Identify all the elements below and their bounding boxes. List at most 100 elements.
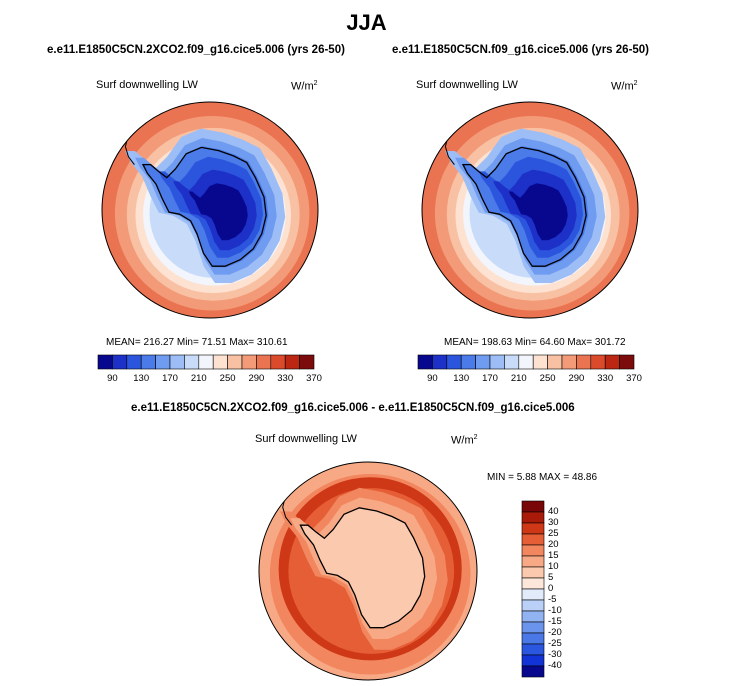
colorbar-swatch-14 [299,354,315,370]
antarctica-coastline [299,507,426,629]
colorbar-swatch-12 [270,354,286,370]
field-layers [259,462,477,680]
colorbar-swatch-15 [521,665,545,678]
panel1-case-title: e.e11.E1850C5CN.2XCO2.f09_g16.cice5.006 … [47,44,345,56]
colorbar-swatch-13 [521,643,545,656]
colorbar-swatch-0 [521,500,545,513]
colorbar-tick-label: -10 [548,605,562,616]
panel2-units: W/m2 [611,80,638,93]
colorbar-swatch-4 [521,544,545,557]
colorbar-tick-label: 25 [548,528,559,539]
panel2-polar-map [421,101,639,319]
colorbar-tick-label: -40 [548,660,562,671]
colorbar-swatch-8 [521,588,545,601]
panel2-colorbar [417,354,635,370]
colorbar-swatch-11 [256,354,272,370]
diff-polar-map [258,461,478,681]
colorbar-swatch-8 [212,354,228,370]
colorbar-tick-label: 170 [482,373,498,384]
diff-stats: MIN = 5.88 MAX = 48.86 [487,472,598,483]
panel2-variable-label: Surf downwelling LW [416,79,518,91]
colorbar-swatch-3 [460,354,476,370]
colorbar-swatch-1 [432,354,448,370]
colorbar-swatch-2 [521,522,545,535]
colorbar-swatch-2 [126,354,142,370]
contour-band-11 [508,183,568,241]
colorbar-swatch-11 [576,354,592,370]
colorbar-tick-label: 20 [548,539,559,550]
colorbar-tick-label: -5 [548,594,557,605]
diff-case-title: e.e11.E1850C5CN.2XCO2.f09_g16.cice5.006 … [131,402,575,414]
colorbar-tick-label: 330 [597,373,614,384]
colorbar-tick-label: 210 [510,373,527,384]
colorbar-swatch-0 [417,354,433,370]
colorbar-tick-label: 250 [539,373,556,384]
colorbar-swatch-3 [521,533,545,546]
colorbar-swatch-1 [521,511,545,524]
colorbar-swatch-9 [547,354,563,370]
colorbar-tick-label: 290 [568,373,585,384]
colorbar-tick-label: 130 [133,373,150,384]
map-boundary [101,101,319,319]
colorbar-swatch-6 [184,354,200,370]
diff-colorbar [521,500,545,678]
colorbar-tick-label: 40 [548,506,559,517]
colorbar-swatch-13 [604,354,620,370]
colorbar-swatch-3 [140,354,156,370]
antarctica-coastline [461,146,587,267]
map-boundary [421,101,639,319]
south-america-tip [444,138,455,165]
panel1-units: W/m2 [291,80,318,93]
colorbar-swatch-7 [521,577,545,590]
colorbar-tick-label: 90 [107,373,118,384]
colorbar-tick-label: 5 [548,572,554,583]
colorbar-swatch-14 [619,354,635,370]
panel2-stats: MEAN= 198.63 Min= 64.60 Max= 301.72 [444,337,626,348]
colorbar-swatch-5 [521,555,545,568]
colorbar-tick-label: 30 [548,517,559,528]
colorbar-tick-label: 250 [219,373,236,384]
page-title: JJA [346,10,387,35]
colorbar-swatch-4 [155,354,171,370]
colorbar-tick-label: -15 [548,616,562,627]
colorbar-swatch-1 [112,354,128,370]
colorbar-tick-label: 210 [190,373,207,384]
colorbar-tick-label: -30 [548,649,562,660]
field-layers [422,102,638,318]
south-america-tip [124,138,135,165]
antarctica-fill [300,507,425,628]
colorbar-swatch-8 [532,354,548,370]
colorbar-swatch-9 [521,599,545,612]
colorbar-swatch-12 [521,632,545,645]
colorbar-tick-label: 290 [248,373,265,384]
contour-band-11 [188,183,248,241]
colorbar-swatch-5 [169,354,185,370]
colorbar-tick-label: 130 [453,373,470,384]
colorbar-swatch-14 [521,654,545,667]
colorbar-swatch-13 [284,354,300,370]
field-layers [102,102,318,318]
colorbar-swatch-7 [518,354,534,370]
panel1-colorbar [97,354,315,370]
colorbar-tick-label: 90 [427,373,438,384]
south-america-tip [282,499,293,526]
colorbar-swatch-10 [241,354,257,370]
colorbar-tick-label: -25 [548,638,562,649]
map-boundary [258,461,478,681]
colorbar-swatch-2 [446,354,462,370]
colorbar-tick-label: 170 [162,373,178,384]
colorbar-tick-label: 10 [548,561,559,572]
panel1-polar-map [101,101,319,319]
colorbar-tick-label: 370 [306,373,322,384]
colorbar-swatch-9 [227,354,243,370]
colorbar-swatch-4 [475,354,491,370]
diff-units: W/m2 [451,434,478,447]
colorbar-swatch-6 [504,354,520,370]
colorbar-swatch-7 [198,354,214,370]
colorbar-swatch-10 [561,354,577,370]
colorbar-swatch-6 [521,566,545,579]
colorbar-tick-label: 370 [626,373,642,384]
panel1-stats: MEAN= 216.27 Min= 71.51 Max= 310.61 [106,337,288,348]
panel1-variable-label: Surf downwelling LW [96,79,198,91]
antarctica-coastline [141,146,267,267]
